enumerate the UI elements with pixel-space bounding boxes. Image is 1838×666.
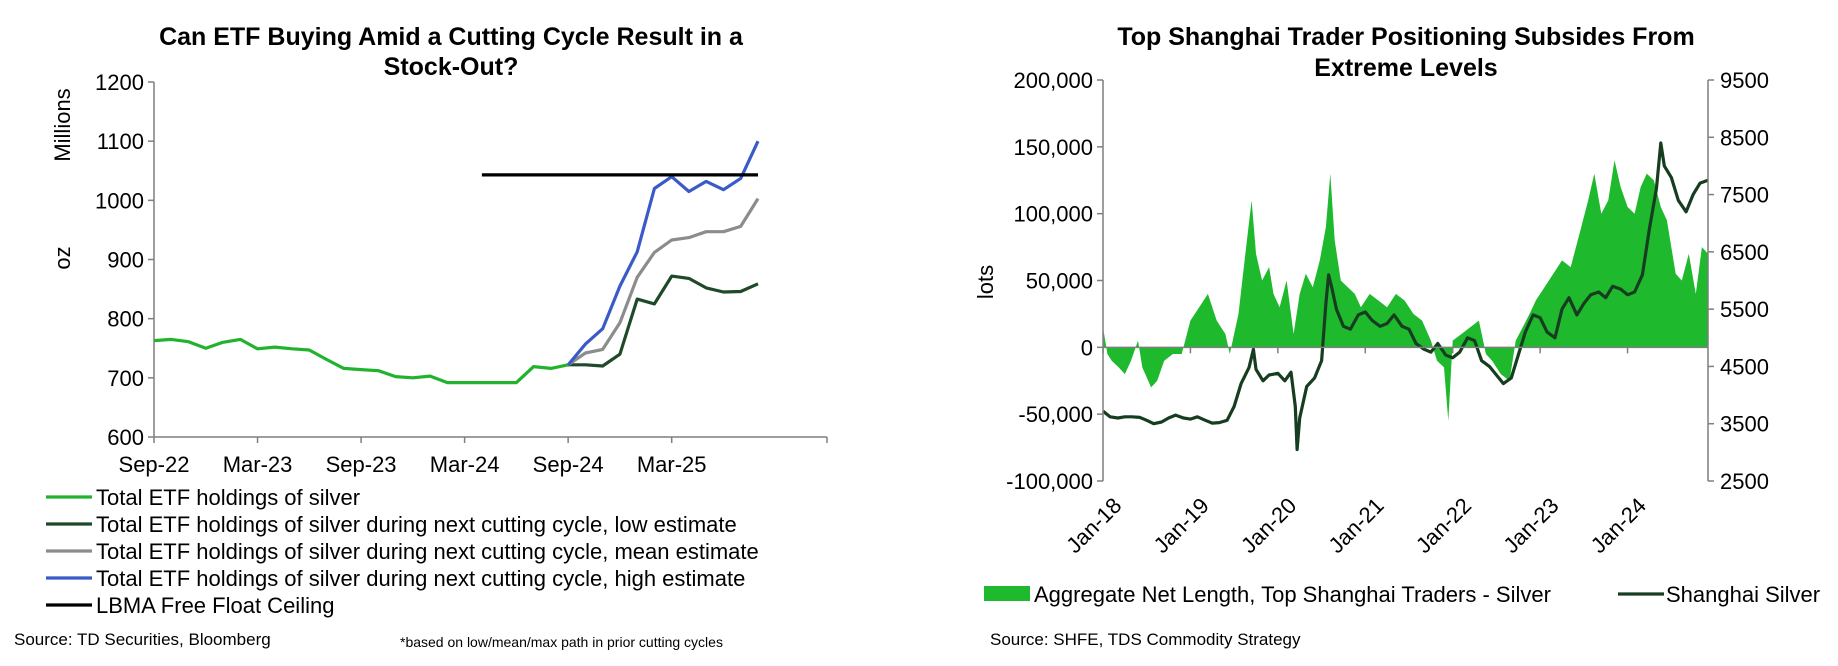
chart2-y-tick-right-label: 6500 [1720,240,1769,265]
chart-shanghai-positioning: Top Shanghai Trader Positioning Subsides… [973,23,1820,649]
chart2-y-tick-left-label: 50,000 [1026,269,1093,294]
chart1-legend-label-1: Total ETF holdings of silver during next… [96,512,737,537]
chart2-legend-label-line: Shanghai Silver [1666,582,1820,607]
chart2-x-tick-label: Jan-23 [1498,493,1563,558]
chart1-x-tick-label: Mar-23 [223,452,293,477]
chart1-note: *based on low/mean/max path in prior cut… [400,634,723,650]
chart2-series [1101,141,1709,452]
chart1-ylabel-units: Millions [50,88,75,161]
chart2-y-tick-right-label: 4500 [1720,354,1769,379]
chart2-y-tick-right-label: 7500 [1720,183,1769,208]
chart2-y-tick-right-label: 9500 [1720,68,1769,93]
chart2-legend-label-area: Aggregate Net Length, Top Shanghai Trade… [1034,582,1551,607]
chart2-title-line2: Extreme Levels [1314,54,1497,82]
chart1-x-tick-label: Sep-23 [326,452,397,477]
chart1-x-tick-label: Mar-24 [430,452,500,477]
chart2-title-line1: Top Shanghai Trader Positioning Subsides… [1117,23,1694,51]
chart2-x-tick-label: Jan-20 [1236,493,1301,558]
chart2-legend-swatch-area [984,586,1030,601]
chart1-series-line-1 [568,274,759,368]
chart2-source: Source: SHFE, TDS Commodity Strategy [990,630,1301,649]
chart2-line-shanghai-silver [1101,141,1709,452]
chart2-y-tick-right-label: 2500 [1720,469,1769,494]
chart1-axes [153,82,827,438]
chart2-y-tick-left-label: -100,000 [1006,469,1093,494]
chart2-x-tick-label: Jan-21 [1323,493,1388,558]
chart1-x-tick-label: Sep-22 [119,452,190,477]
chart1-y-ticks: 600 700 800 900 1000 1100 1200 [95,70,154,450]
chart2-y-tick-left-label: 150,000 [1013,135,1093,160]
chart2-y-tick-right-label: 8500 [1720,125,1769,150]
chart1-y-tick-label: 1100 [97,129,144,154]
chart1-x-tick-label: Mar-25 [637,452,707,477]
chart2-y-tick-right-label: 5500 [1720,297,1769,322]
chart1-title-line1: Can ETF Buying Amid a Cutting Cycle Resu… [159,23,744,51]
chart1-source: Source: TD Securities, Bloomberg [14,630,271,649]
chart1-y-tick-label: 900 [107,248,144,273]
chart1-title-line2: Stock-Out? [384,53,519,81]
chart2-area-net-length [1103,160,1708,421]
chart1-x-tick-label: Sep-24 [533,452,604,477]
chart1-x-ticks: Sep-22 Mar-23 Sep-23 Mar-24 Sep-24 Mar-25 [119,437,828,477]
chart-etf-holdings: Can ETF Buying Amid a Cutting Cycle Resu… [14,23,828,650]
chart2-x-tick-label: Jan-19 [1149,493,1214,558]
chart2-legend: Aggregate Net Length, Top Shanghai Trade… [984,582,1820,607]
chart1-y-tick-label: 800 [107,307,144,332]
chart2-y-tick-left-label: 0 [1081,335,1093,360]
chart2-y-tick-left-label: -50,000 [1018,402,1093,427]
chart1-series-line-3 [566,140,760,366]
chart1-legend-label-0: Total ETF holdings of silver [96,485,360,510]
chart1-y-tick-label: 1200 [95,70,144,95]
chart2-y-tick-right-label: 3500 [1720,412,1769,437]
chart1-legend-label-3: Total ETF holdings of silver during next… [96,566,745,591]
chart1-legend-label-2: Total ETF holdings of silver during next… [96,539,759,564]
chart1-y-tick-label: 1000 [95,188,144,213]
chart1-series-line-2 [567,197,760,367]
chart1-series-line-0 [153,337,569,385]
chart2-x-tick-label: Jan-18 [1061,493,1126,558]
chart2-y-ticks-right: 2500 3500 4500 5500 6500 7500 8500 9500 [1708,68,1769,494]
chart2-ylabel: lots [973,265,998,299]
chart2-y-tick-left-label: 200,000 [1013,68,1093,93]
chart1-series [153,140,760,385]
chart1-y-tick-label: 700 [107,366,144,391]
chart1-ylabel: oz [50,246,75,269]
chart2-y-tick-left-label: 100,000 [1013,202,1093,227]
chart1-y-tick-label: 600 [107,425,144,450]
chart2-y-ticks-left: -100,000 -50,000 0 50,000 100,000 150,000 200,… [1006,68,1103,494]
chart1-legend-label-4: LBMA Free Float Ceiling [96,593,334,618]
chart2-x-tick-label: Jan-22 [1411,493,1476,558]
chart2-x-tick-label: Jan-24 [1586,493,1651,558]
